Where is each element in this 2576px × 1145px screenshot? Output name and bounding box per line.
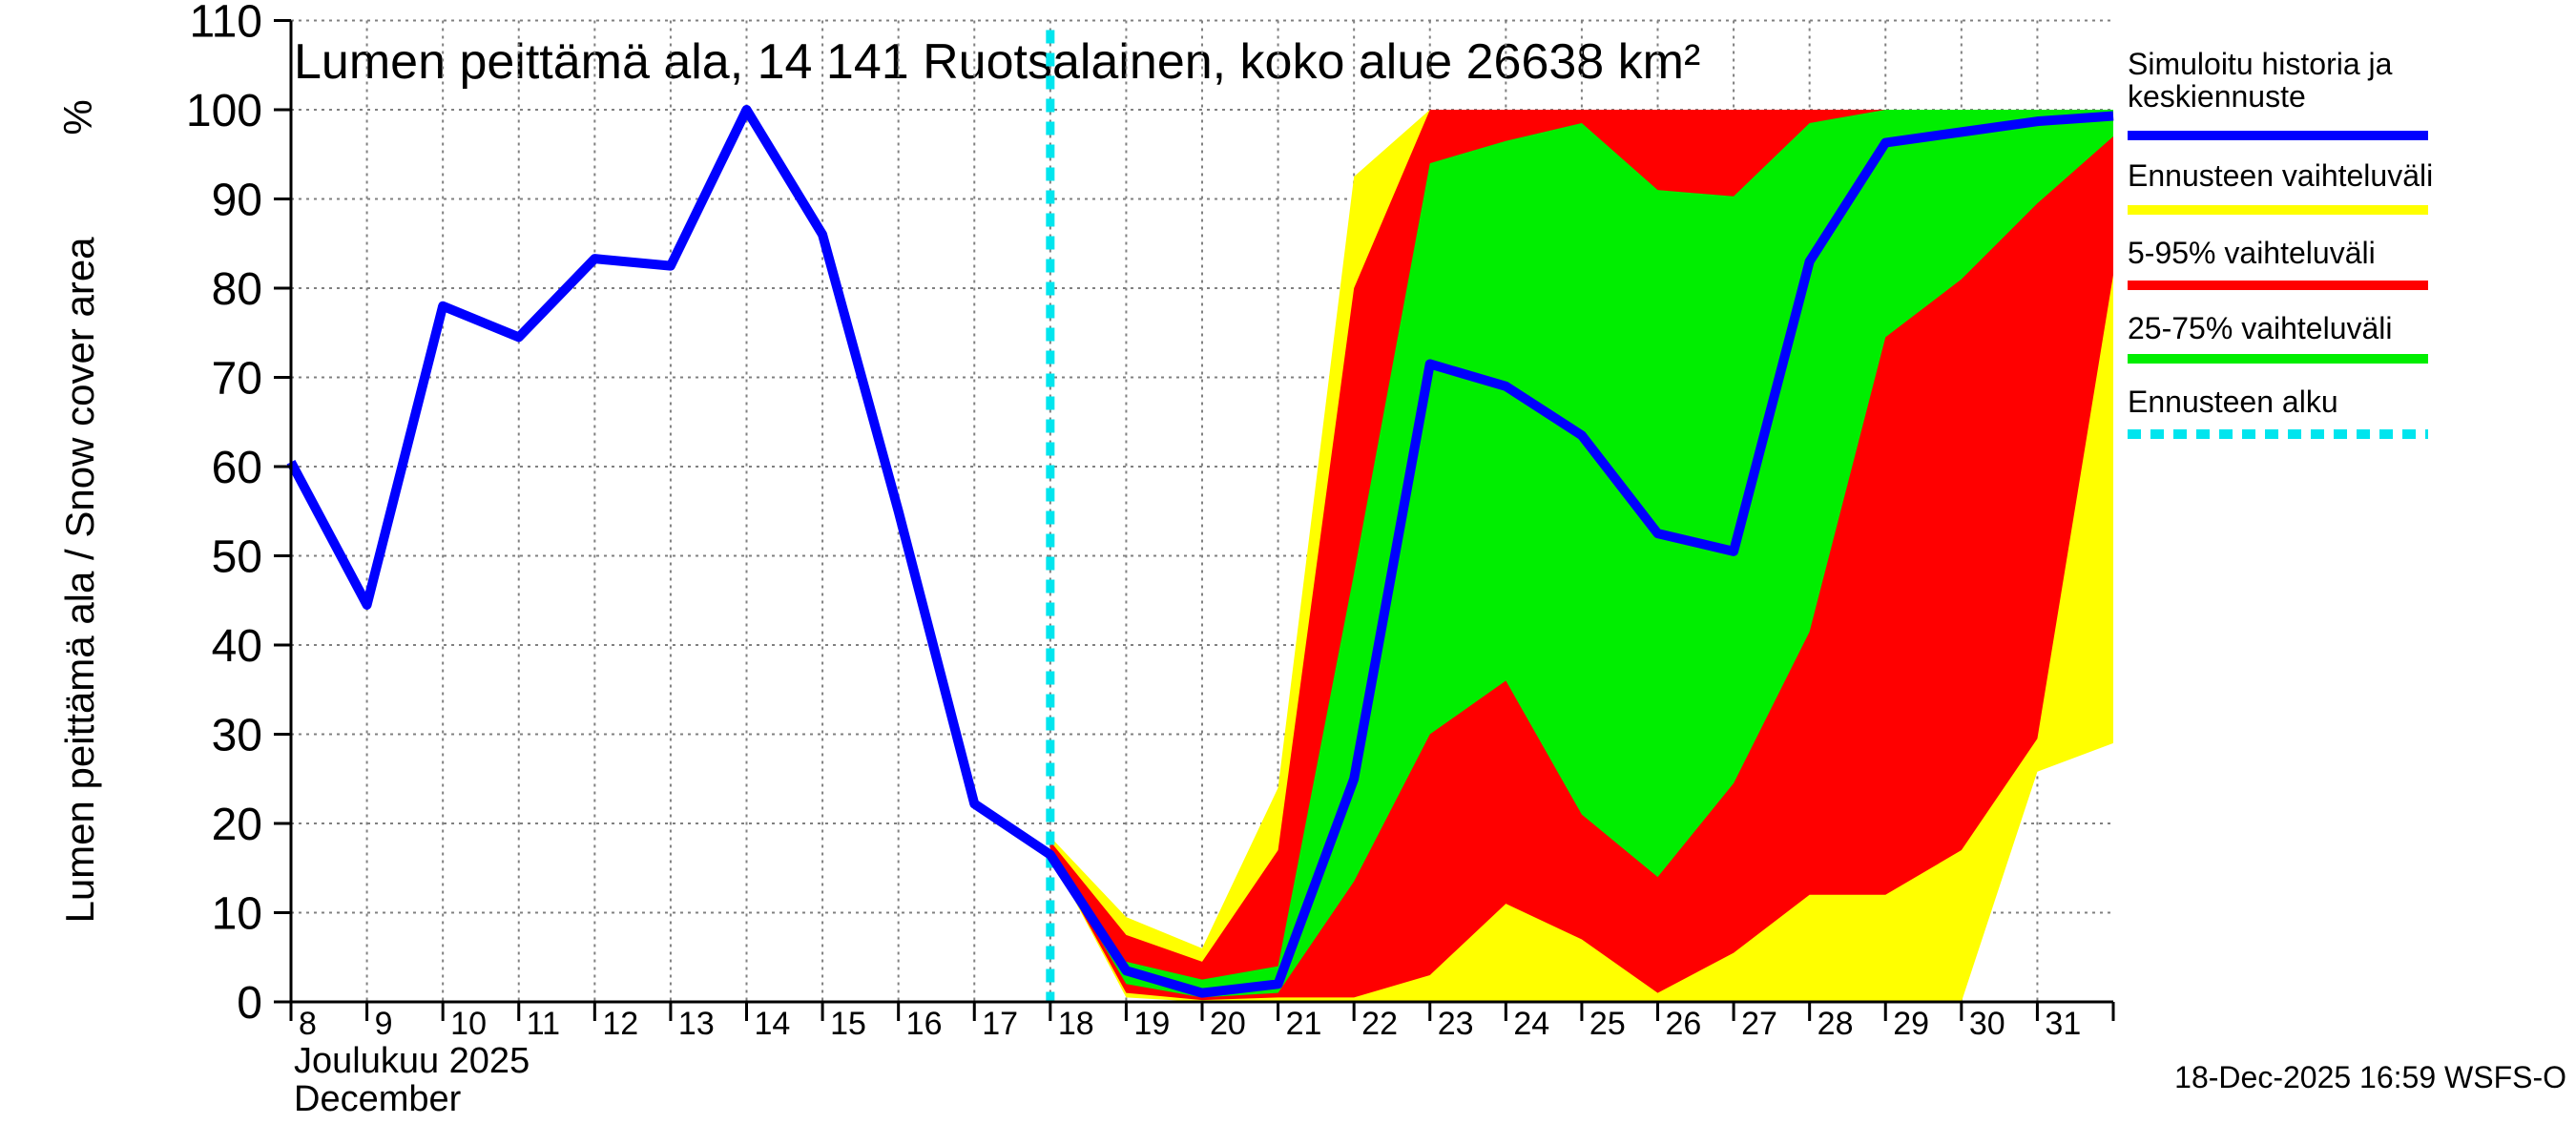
x-tick-label: 9 (375, 1006, 393, 1042)
x-tick-label: 28 (1818, 1006, 1854, 1042)
x-tick-label: 10 (450, 1006, 487, 1042)
x-tick-label: 22 (1361, 1006, 1398, 1042)
x-tick-label: 18 (1058, 1006, 1094, 1042)
y-tick-label: 30 (212, 711, 262, 761)
x-tick-label: 15 (830, 1006, 866, 1042)
x-ticks: 8 9 10 11 12 13 14 15 16 17 18 19 20 21 22 23 24 25 26 27 28… (289, 1002, 2081, 1042)
x-tick-label: 31 (2045, 1006, 2081, 1042)
y-axis-unit: % (55, 99, 100, 135)
y-tick-label: 40 (212, 621, 262, 672)
legend-label: Simuloitu historia ja (2128, 47, 2393, 81)
x-axis-month-en: December (294, 1079, 462, 1119)
y-axis-label: Lumen peittämä ala / Snow cover area (57, 237, 102, 924)
y-tick-label: 20 (212, 800, 262, 850)
y-tick-label: 80 (212, 264, 262, 315)
legend-label: Ennusteen vaihteluväli (2128, 158, 2433, 193)
legend-label: keskiennuste (2128, 79, 2306, 114)
chart-title: Lumen peittämä ala, 14 141 Ruotsalainen,… (294, 34, 1700, 90)
series-lines (286, 30, 2114, 1002)
y-tick-label: 60 (212, 443, 262, 493)
x-tick-label: 13 (678, 1006, 715, 1042)
legend-label: 25-75% vaihteluväli (2128, 311, 2393, 345)
y-tick-label: 100 (186, 86, 262, 136)
x-tick-label: 11 (527, 1006, 560, 1042)
x-tick-label: 29 (1893, 1006, 1929, 1042)
x-tick-label: 26 (1666, 1006, 1702, 1042)
x-tick-label: 19 (1133, 1006, 1170, 1042)
x-tick-label: 14 (755, 1006, 791, 1042)
forecast-bands (1049, 110, 2113, 1002)
x-tick-label: 16 (906, 1006, 943, 1042)
timestamp: 18-Dec-2025 16:59 WSFS-O (2174, 1060, 2566, 1094)
legend-label: 5-95% vaihteluväli (2128, 236, 2376, 270)
x-tick-label: 23 (1438, 1006, 1474, 1042)
mean-forecast-line (286, 105, 2114, 998)
x-tick-label: 8 (299, 1006, 317, 1042)
y-tick-label: 10 (212, 889, 262, 940)
y-tick-label: 70 (212, 354, 262, 405)
x-tick-label: 12 (602, 1006, 638, 1042)
legend-label: Ennusteen alku (2128, 385, 2338, 419)
x-tick-label: 20 (1210, 1006, 1246, 1042)
x-axis-month-fi: Joulukuu 2025 (294, 1041, 530, 1081)
x-tick-label: 24 (1513, 1006, 1549, 1042)
x-tick-label: 30 (1969, 1006, 2005, 1042)
x-tick-label: 21 (1286, 1006, 1322, 1042)
y-tick-label: 0 (237, 978, 262, 1029)
x-tick-label: 25 (1589, 1006, 1626, 1042)
y-tick-label: 110 (189, 0, 262, 48)
y-tick-label: 50 (212, 532, 262, 583)
x-tick-label: 17 (982, 1006, 1018, 1042)
y-ticks: 0 10 20 30 40 50 60 70 80 90 100 110 (186, 0, 291, 1029)
y-tick-label: 90 (212, 176, 262, 226)
x-tick-label: 27 (1741, 1006, 1777, 1042)
band-25-75-vaihteluv-li (1049, 110, 2113, 998)
